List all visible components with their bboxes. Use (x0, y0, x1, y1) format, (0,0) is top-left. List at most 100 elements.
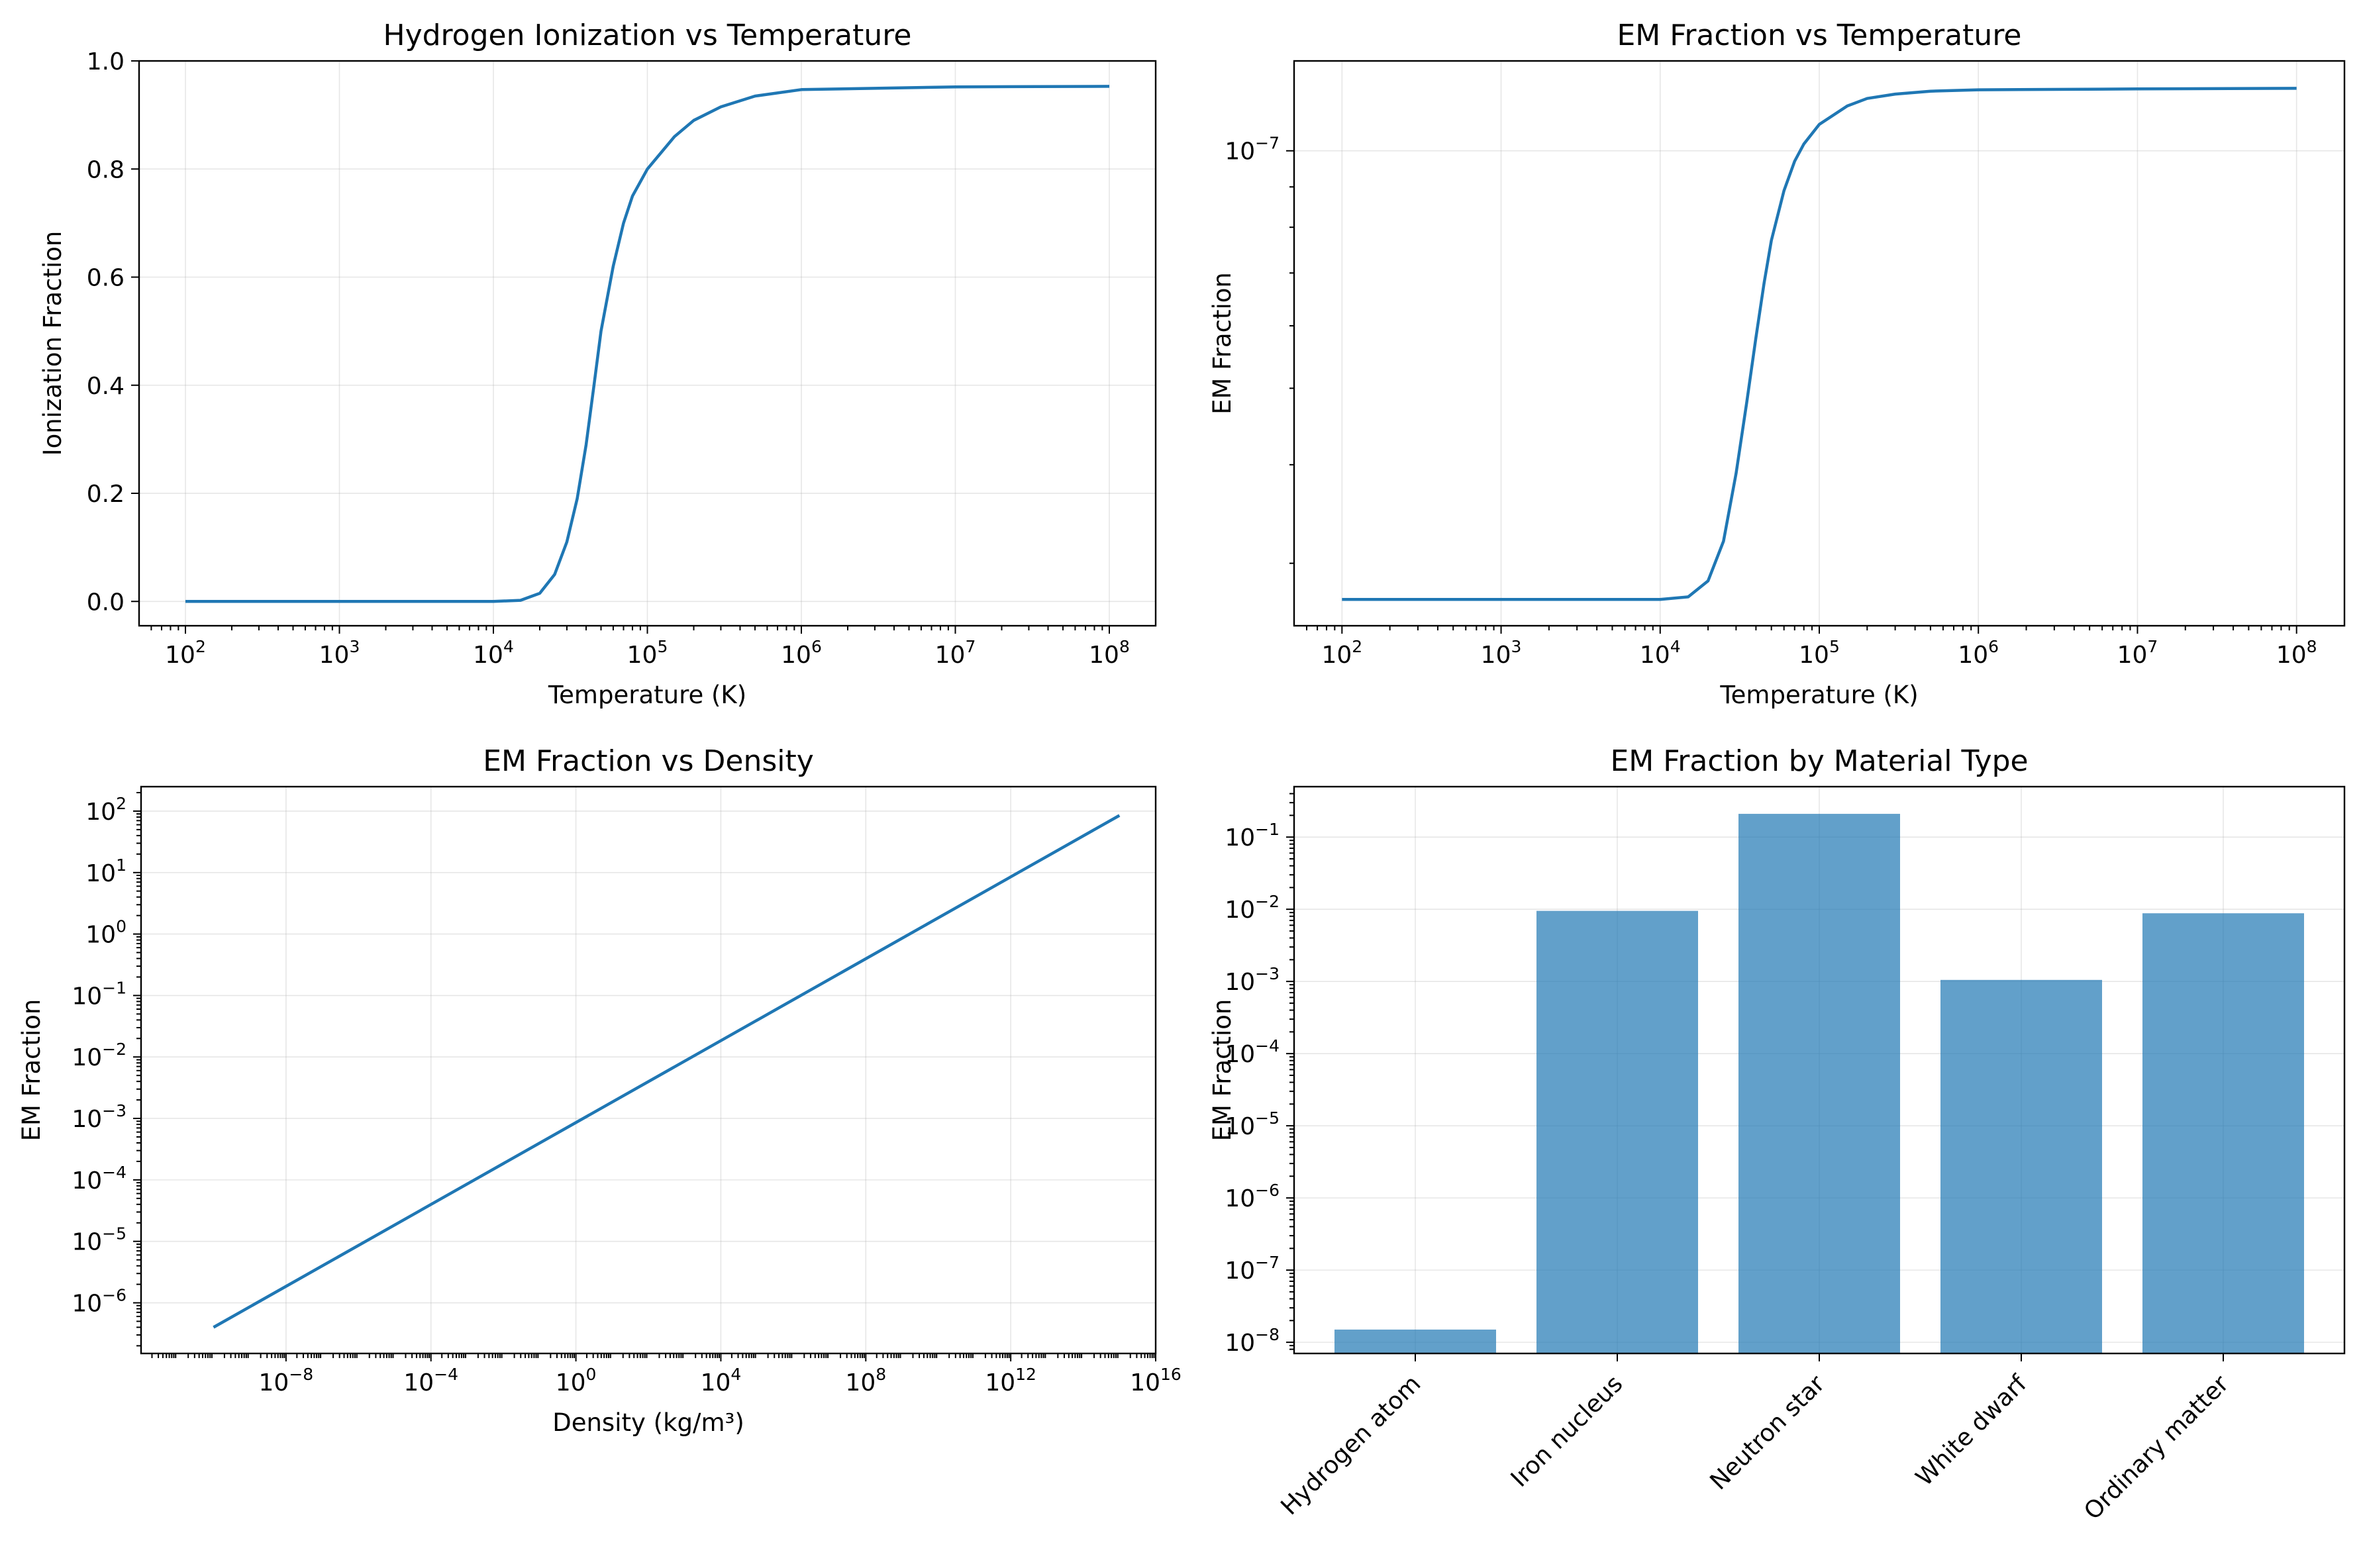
tick-exponent: 6 (1988, 637, 1999, 656)
y-tick-label: 10−5 (1225, 1108, 1280, 1140)
tick-base: 10 (85, 799, 116, 826)
tick-base: 10 (1130, 1369, 1160, 1396)
x-tick-label: 104 (1640, 637, 1681, 669)
y-tick-label: 1.0 (87, 48, 125, 75)
tick-exponent: −5 (102, 1224, 126, 1244)
x-tick-label: 108 (2276, 637, 2317, 669)
tick-exponent: −3 (1255, 964, 1280, 983)
y-tick-label: 10−1 (72, 978, 126, 1010)
tick-exponent: −5 (1255, 1108, 1280, 1128)
bar-iron-nucleus (1536, 910, 1698, 1353)
tick-exponent: −2 (102, 1040, 126, 1059)
y-tick-label: 10−6 (1225, 1181, 1280, 1212)
tick-exponent: −6 (102, 1286, 126, 1305)
tick-base: 10 (1225, 138, 1255, 166)
tick-exponent: −8 (289, 1365, 313, 1384)
y-tick-label: 10−4 (1225, 1036, 1280, 1068)
tick-exponent: 4 (503, 637, 514, 656)
y-tick-label: 10−7 (1225, 134, 1280, 166)
tick-exponent: 1 (116, 856, 126, 875)
y-tick-label: 10−3 (1225, 964, 1280, 996)
tick-base: 10 (72, 1167, 102, 1195)
tick-base: 10 (1225, 1330, 1255, 1357)
axes-frame (140, 785, 1157, 1355)
y-tick-label: 10−6 (72, 1286, 126, 1318)
panel-em-fraction-vs-density: 10−8 10−4 100 104 108 1012 101610−610−510−410−… (17, 744, 1182, 1437)
series-line-0 (185, 85, 1110, 603)
tick-exponent: −1 (1255, 820, 1280, 839)
y-tick-label: 0.2 (87, 481, 125, 508)
y-tick-label: 10−8 (1225, 1325, 1280, 1357)
tick-exponent: 3 (1511, 637, 1521, 656)
tick-exponent: 8 (876, 1365, 886, 1384)
tick-exponent: 12 (1015, 1365, 1036, 1384)
x-tick-label: Neutron star (1705, 1370, 1831, 1495)
tick-exponent: −7 (1255, 134, 1280, 153)
x-axis-label: Temperature (K) (1719, 681, 1918, 709)
tick-base: 10 (1225, 897, 1255, 924)
series-line-0 (1342, 87, 2297, 601)
grid (139, 60, 1156, 626)
y-tick-label: 0.8 (87, 156, 125, 183)
tick-base: 10 (1225, 1113, 1255, 1140)
tick-exponent: 8 (2307, 637, 2317, 656)
tick-base: 10 (845, 1369, 876, 1396)
tick-base: 10 (1640, 642, 1670, 669)
x-tick-label: 1012 (985, 1365, 1036, 1396)
x-tick-label: 103 (1481, 637, 1522, 669)
bar-neutron-star (1738, 814, 1900, 1353)
y-tick-label: 10−2 (72, 1040, 126, 1071)
chart-title: EM Fraction vs Density (483, 744, 814, 778)
y-axis-label: EM Fraction (1208, 999, 1236, 1142)
panel-ionization-vs-temperature: 102 103 104 105 106 107 1080.00.20.40.60.81.0H… (38, 19, 1157, 709)
series-line-0 (213, 814, 1121, 1329)
bar-white-dwarf (1940, 979, 2102, 1353)
bar-ordinary-matter (2142, 913, 2304, 1353)
x-tick-label: 10−4 (403, 1365, 458, 1396)
x-tick-label: 108 (845, 1365, 886, 1396)
x-tick-label: 103 (319, 637, 360, 669)
tick-base: 10 (2117, 642, 2148, 669)
tick-base: 10 (403, 1369, 434, 1396)
tick-exponent: 0 (116, 917, 126, 936)
tick-exponent: −3 (102, 1101, 126, 1120)
x-tick-label: 1016 (1130, 1365, 1182, 1396)
tick-exponent: 4 (1670, 637, 1681, 656)
y-axis-label: EM Fraction (17, 999, 46, 1142)
bar-hydrogen-atom (1334, 1329, 1496, 1353)
grid (1294, 61, 2344, 626)
x-tick-label: 104 (701, 1365, 742, 1396)
tick-base: 10 (319, 642, 350, 669)
tick-base: 10 (627, 642, 658, 669)
tick-exponent: 2 (1352, 637, 1362, 656)
tick-base: 10 (72, 1229, 102, 1256)
x-tick-label: 104 (473, 637, 514, 669)
tick-base: 10 (85, 860, 116, 887)
chart-title: EM Fraction by Material Type (1610, 744, 2028, 778)
y-tick-label: 10−1 (1225, 820, 1280, 852)
tick-exponent: −7 (1255, 1253, 1280, 1272)
x-axis-label: Temperature (K) (548, 681, 746, 709)
tick-base: 10 (556, 1369, 586, 1396)
y-tick-label: 10−3 (72, 1101, 126, 1133)
x-tick-label: 107 (2117, 637, 2158, 669)
x-axis-label: Density (kg/m³) (552, 1408, 744, 1437)
grid (141, 787, 1156, 1353)
tick-base: 10 (1321, 642, 1352, 669)
x-tick-label: Iron nucleus (1506, 1370, 1629, 1493)
tick-base: 10 (259, 1369, 289, 1396)
y-axis-label: Ionization Fraction (38, 231, 67, 456)
y-tick-label: 102 (85, 794, 126, 826)
tick-base: 10 (1799, 642, 1829, 669)
tick-exponent: −4 (1255, 1036, 1280, 1055)
tick-base: 10 (1225, 969, 1255, 996)
tick-exponent: 5 (657, 637, 668, 656)
x-tick-label: Hydrogen atom (1276, 1370, 1427, 1520)
tick-base: 10 (72, 983, 102, 1010)
x-tick-label: 105 (1799, 637, 1840, 669)
tick-base: 10 (1225, 1257, 1255, 1285)
tick-base: 10 (701, 1369, 731, 1396)
tick-exponent: −1 (102, 978, 126, 997)
y-tick-label: 10−5 (72, 1224, 126, 1256)
